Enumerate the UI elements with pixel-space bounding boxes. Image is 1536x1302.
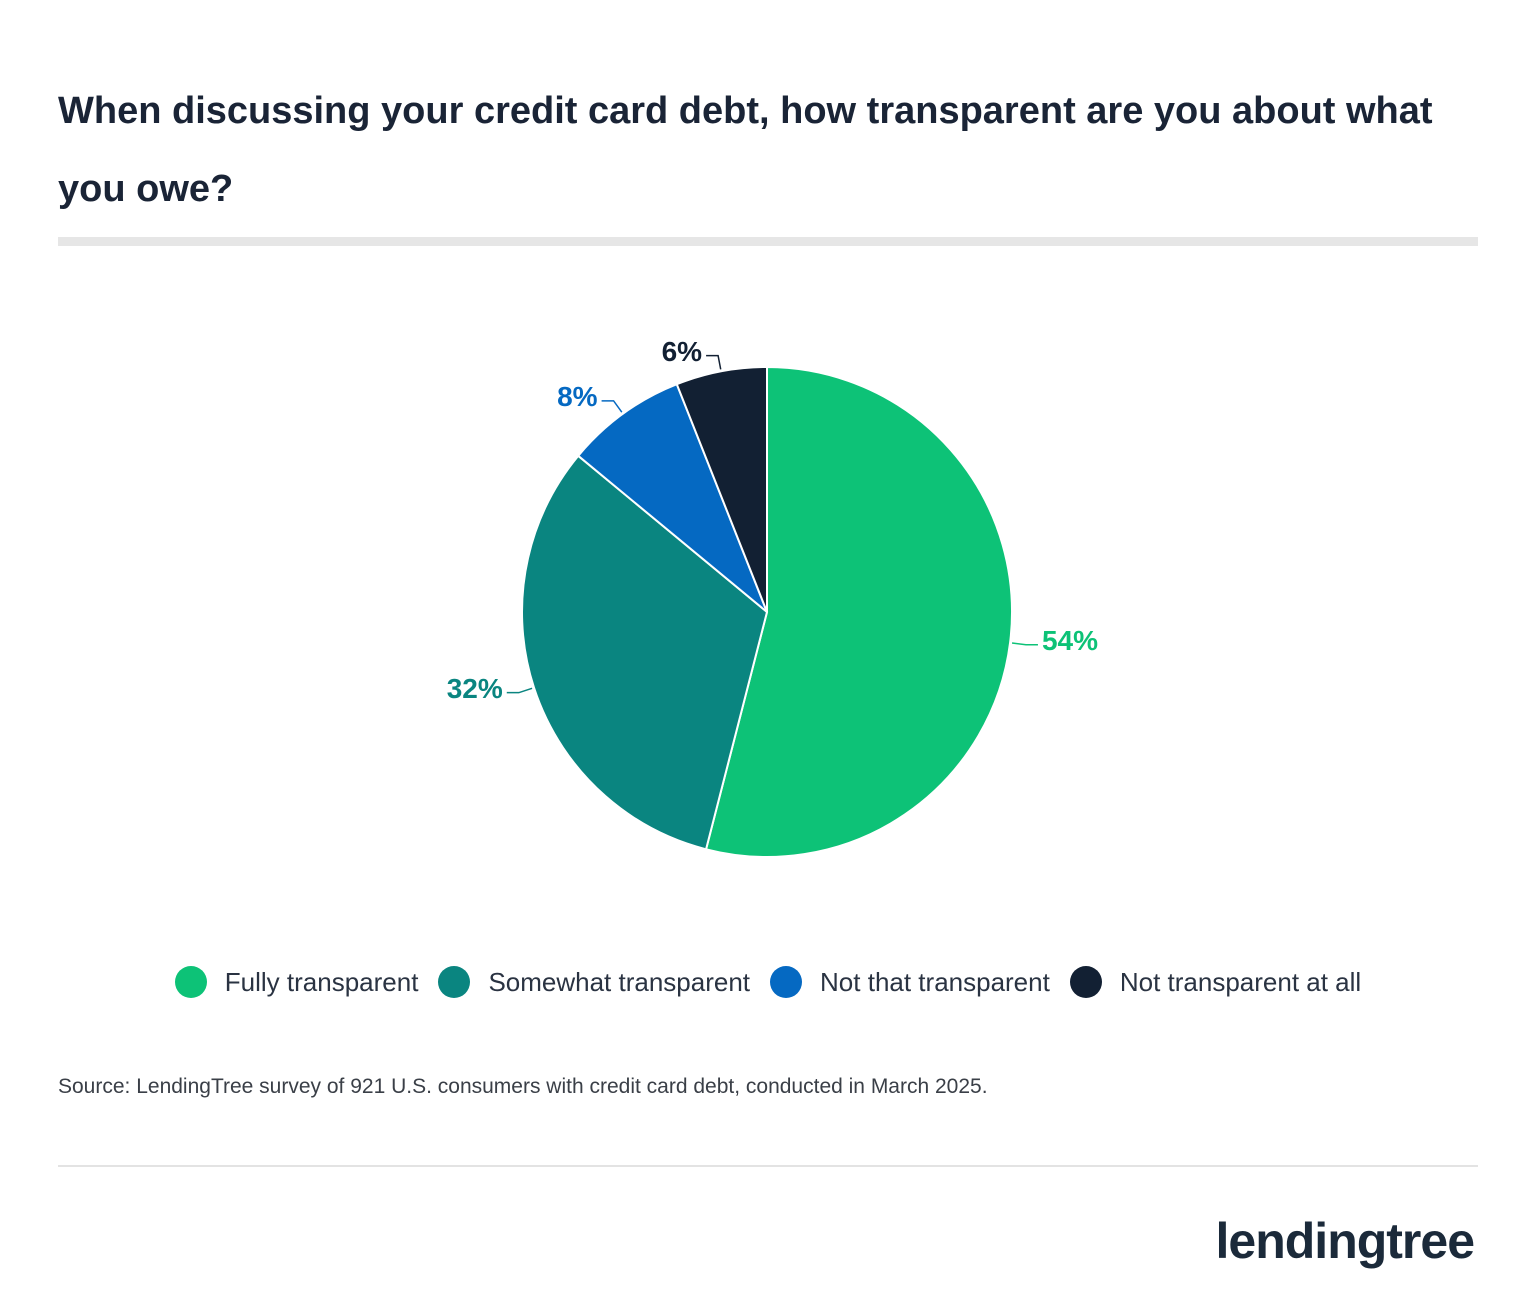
data-label: 6% (662, 336, 703, 367)
brand-logo: lendingtree (1215, 1213, 1475, 1269)
legend-label: Not that transparent (820, 966, 1050, 997)
title-divider (58, 237, 1478, 246)
leader-line (506, 687, 533, 694)
data-label: 32% (447, 673, 503, 704)
legend-marker (1069, 966, 1102, 998)
legend-item: Fully transparent (174, 966, 419, 998)
source-note: Source: LendingTree survey of 921 U.S. c… (58, 1075, 988, 1098)
leader-line (706, 354, 722, 370)
legend-item: Somewhat transparent (438, 966, 750, 998)
leader-line (1011, 642, 1038, 646)
pie-slice (521, 454, 769, 851)
chart: 54% 32% 8% 6% (447, 336, 1098, 858)
legend-marker (438, 966, 471, 998)
pie-slice (576, 382, 768, 613)
data-label: 54% (1042, 625, 1098, 656)
chart-title: When discussing your credit card debt, h… (58, 90, 1433, 210)
legend-label: Somewhat transparent (488, 966, 751, 997)
data-label: 8% (557, 381, 598, 412)
legend-label: Fully transparent (224, 966, 419, 997)
pie-slice (675, 365, 768, 613)
legend-label: Not transparent at all (1119, 966, 1362, 997)
pie-slice (704, 365, 1013, 858)
legend-marker (174, 966, 207, 998)
legend-item: Not transparent at all (1069, 966, 1362, 998)
legend: Fully transparent Somewhat transparent Not… (0, 966, 1536, 998)
footer-divider (58, 1165, 1478, 1167)
legend-item: Not that transparent (770, 966, 1050, 998)
leader-line (601, 400, 623, 413)
legend-marker (770, 966, 803, 998)
